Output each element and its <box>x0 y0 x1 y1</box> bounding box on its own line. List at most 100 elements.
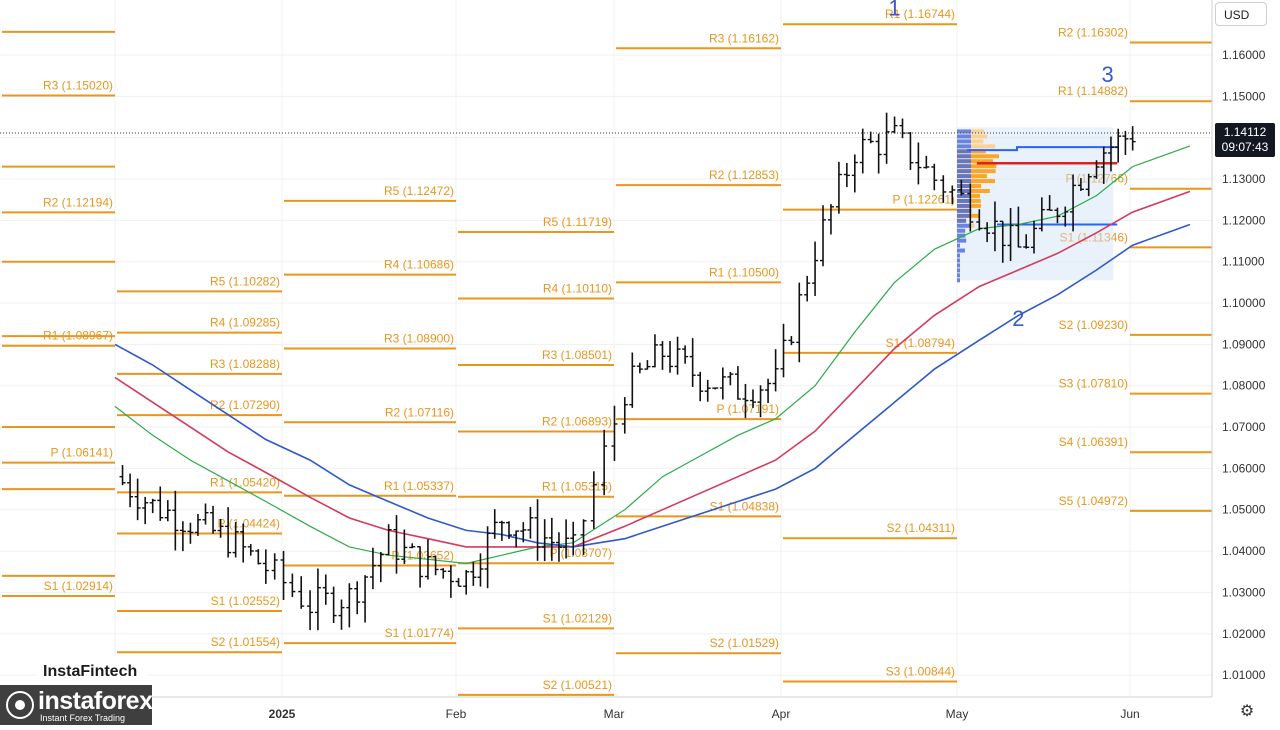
volume-profile <box>957 127 1118 283</box>
volume-profile-bar-blue <box>957 164 971 169</box>
currency-selector[interactable]: USD <box>1215 2 1267 26</box>
pivot-level-label: P (1.03652) <box>392 548 455 562</box>
volume-profile-bar-blue <box>957 238 967 243</box>
volume-profile-bar-blue <box>957 134 971 139</box>
volume-profile-bar-blue <box>957 258 960 263</box>
price-tick-label: 1.09000 <box>1222 337 1266 351</box>
instaforex-logo: instaforex Instant Forex Trading <box>0 685 153 725</box>
volume-profile-bar-blue <box>957 139 971 144</box>
ohlc-bars <box>119 112 1136 631</box>
pivot-level-label: S1 (1.08794) <box>886 336 955 350</box>
volume-profile-bar-blue <box>957 208 971 213</box>
instaforex-logo-icon <box>6 691 34 719</box>
pivot-level-label: R2 (1.06893) <box>542 414 612 428</box>
volume-profile-bar-blue <box>957 253 960 258</box>
gear-icon[interactable]: ⚙ <box>1239 703 1255 720</box>
volume-profile-bar-blue <box>957 278 960 283</box>
pivot-level-label: R4 (1.09285) <box>210 316 280 330</box>
volume-profile-bar-blue <box>957 144 971 149</box>
pivot-level-label: R1 (1.10500) <box>709 265 779 279</box>
pivot-level-label: R5 (1.10282) <box>210 274 280 288</box>
pivot-level-label: R5 (1.12472) <box>384 184 454 198</box>
price-tick-label: 1.10000 <box>1222 296 1266 310</box>
pivot-level-label: S2 (1.00521) <box>543 678 612 692</box>
moving-average-green <box>114 145 1191 565</box>
moving-average-blue <box>114 223 1191 548</box>
currency-label: USD <box>1224 8 1250 22</box>
pivot-level-label: S1 (1.11346) <box>1060 230 1129 244</box>
volume-profile-bar-blue <box>957 154 971 159</box>
pivot-level-label: R1 (1.05337) <box>384 479 454 493</box>
volume-profile-bar-blue <box>957 189 971 194</box>
price-tick-label: 1.11000 <box>1222 255 1265 269</box>
volume-profile-bar-blue <box>957 233 966 238</box>
time-axis-bg <box>0 697 1212 725</box>
pivot-level-label: S2 (1.09230) <box>1059 318 1128 332</box>
volume-profile-bar-blue <box>957 193 971 198</box>
volume-profile-bar-blue <box>957 228 966 233</box>
volume-profile-bar-blue <box>957 218 967 223</box>
moving-averages <box>0 132 1212 565</box>
moving-average-red <box>114 190 1191 548</box>
price-tick-label: 1.02000 <box>1222 627 1266 641</box>
time-axis: 2025 Feb Mar Apr May Jun <box>0 696 1212 725</box>
price-tick-label: 1.06000 <box>1222 461 1266 475</box>
volume-profile-bar <box>957 179 996 184</box>
wave-label: 2 <box>1012 306 1024 331</box>
volume-profile-bar-blue <box>957 268 960 273</box>
pivot-level-label: S1 (1.02129) <box>543 611 612 625</box>
pivot-level-label: R2 (1.07290) <box>210 398 280 412</box>
volume-profile-bar <box>957 149 986 154</box>
price-tick-label: 1.01000 <box>1222 668 1266 682</box>
pivot-level-label: S1 (1.02552) <box>211 594 280 608</box>
pivot-level-label: R4 (1.10686) <box>384 258 454 272</box>
pivot-level-label: R3 (1.08900) <box>384 332 454 346</box>
volume-profile-bar-blue <box>957 263 960 268</box>
volume-profile-bar-blue <box>957 159 971 164</box>
price-tick-label: 1.12000 <box>1222 213 1266 227</box>
pivot-level-label: P (1.03707) <box>550 546 613 560</box>
grid <box>0 0 1212 697</box>
last-price-time: 09:07:43 <box>1221 140 1269 154</box>
volume-profile-bar <box>957 164 997 169</box>
last-price-tag: 1.14112 09:07:43 <box>1215 123 1275 157</box>
pivot-levels: R3 (1.15020)R2 (1.12194)R1 (1.08967)P (1… <box>2 7 1212 696</box>
pivot-level-label: R2 (1.12194) <box>43 195 113 209</box>
volume-profile-bar <box>957 174 988 179</box>
pivot-level-label: P (1.06141) <box>51 446 114 460</box>
volume-profile-bar-blue <box>957 184 971 189</box>
volume-profile-bar-blue <box>957 243 960 248</box>
pivot-level-label: R1 (1.14882) <box>1058 84 1128 98</box>
price-tick-label: 1.13000 <box>1222 172 1266 186</box>
price-axis: 1.160001.150001.140001.130001.120001.110… <box>1211 0 1280 725</box>
pivot-level-label: S2 (1.01554) <box>211 635 280 649</box>
time-tick-label: Jun <box>1120 707 1139 721</box>
last-price-value: 1.14112 <box>1223 125 1267 139</box>
pivot-level-label: S5 (1.04972) <box>1059 494 1128 508</box>
volume-profile-bar <box>957 169 996 174</box>
price-tick-label: 1.08000 <box>1222 379 1266 393</box>
volume-profile-bar-blue <box>957 174 971 179</box>
price-tick-label: 1.03000 <box>1222 585 1266 599</box>
volume-profile-bar-blue <box>957 223 971 228</box>
pivot-level-label: S4 (1.06391) <box>1059 435 1128 449</box>
pivot-level-label: R2 (1.07116) <box>385 405 454 419</box>
pivot-level-label: R1 (1.05315) <box>542 480 612 494</box>
pivot-level-label: R2 (1.12853) <box>709 168 779 182</box>
time-tick-label: May <box>946 707 969 721</box>
value-area-high-line <box>967 146 1118 152</box>
pivot-level-label: S1 (1.04838) <box>710 499 779 513</box>
volume-profile-bar-blue <box>957 179 971 184</box>
volume-profile-bar-blue <box>957 248 965 253</box>
pivot-level-label: S1 (1.02914) <box>44 579 113 593</box>
time-tick-label: Mar <box>604 707 625 721</box>
pivot-level-label: R4 (1.10110) <box>543 281 612 295</box>
wave-labels: 1 2 3 <box>888 0 1113 331</box>
time-tick-label: 2025 <box>269 707 296 721</box>
pivot-level-label: S3 (1.07810) <box>1059 377 1128 391</box>
volume-profile-bar-blue <box>957 203 971 208</box>
price-tick-label: 1.05000 <box>1222 503 1266 517</box>
pivot-level-label: R1 (1.05420) <box>210 475 280 489</box>
